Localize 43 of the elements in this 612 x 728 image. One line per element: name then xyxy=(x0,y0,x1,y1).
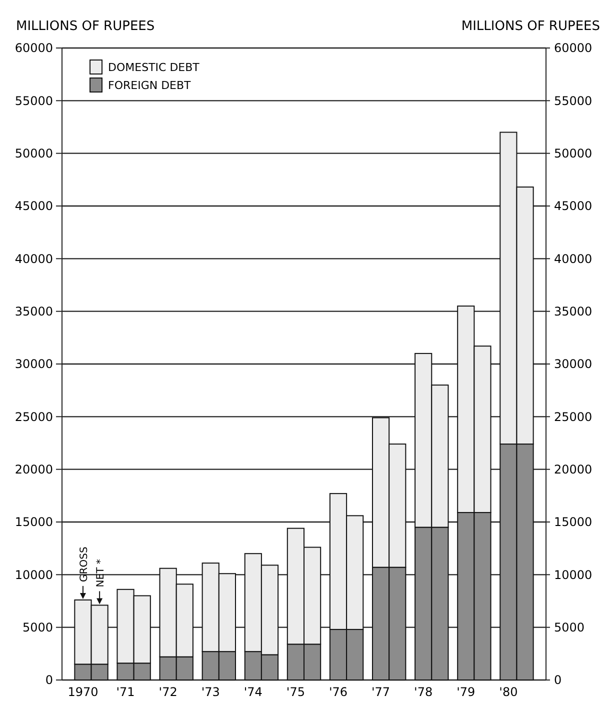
y-tick-label: 35000 xyxy=(14,304,53,319)
y2-tick-label: 20000 xyxy=(554,462,592,477)
x-tick-label: 1970 xyxy=(68,685,98,699)
y2-tick-label: 15000 xyxy=(554,515,592,530)
y2-tick-label: 60000 xyxy=(554,41,592,56)
y2-tick-label: 50000 xyxy=(554,146,592,161)
x-tick-label: '78 xyxy=(414,685,433,699)
x-tick-label: '79 xyxy=(456,685,476,699)
y-tick-label: 40000 xyxy=(14,252,53,266)
y2-tick-label: 30000 xyxy=(554,357,592,372)
x-tick-label: '74 xyxy=(244,685,262,699)
y2-tick-label: 10000 xyxy=(554,568,592,582)
legend-label: FOREIGN DEBT xyxy=(108,79,192,92)
y-tick-label: 50000 xyxy=(14,146,53,161)
y2-tick-label: 45000 xyxy=(554,199,592,214)
x-tick-label: '75 xyxy=(286,685,305,699)
y2-axis-title: MILLIONS OF RUPEES xyxy=(461,19,600,34)
x-tick-label: '73 xyxy=(201,685,220,699)
annotation: GROSS xyxy=(78,546,90,582)
y2-tick-label: 5000 xyxy=(554,620,585,635)
y-tick-label: 55000 xyxy=(14,94,53,108)
y-tick-label: 5000 xyxy=(22,620,53,635)
annotation: NET * xyxy=(96,559,107,588)
y-tick-label: 20000 xyxy=(14,462,53,477)
y2-tick-label: 55000 xyxy=(554,94,592,108)
y-tick-label: 25000 xyxy=(14,410,53,424)
y2-tick-label: 25000 xyxy=(554,410,592,424)
y-tick-label: 60000 xyxy=(14,41,53,56)
x-tick-label: '76 xyxy=(328,685,348,699)
x-tick-label: '80 xyxy=(499,685,518,699)
x-tick-label: '72 xyxy=(158,685,178,699)
legend-label: DOMESTIC DEBT xyxy=(108,61,200,74)
y2-tick-label: 0 xyxy=(554,673,562,688)
y2-tick-label: 40000 xyxy=(554,252,592,266)
y-tick-label: 15000 xyxy=(14,515,53,530)
y2-tick-label: 35000 xyxy=(554,304,592,319)
y-tick-label: 30000 xyxy=(14,357,53,372)
y-tick-label: 10000 xyxy=(14,568,53,582)
x-tick-label: '77 xyxy=(372,685,390,699)
x-tick-label: '71 xyxy=(116,685,135,699)
y-tick-label: 0 xyxy=(45,673,53,688)
y-tick-label: 45000 xyxy=(14,199,53,214)
y-axis-title: MILLIONS OF RUPEES xyxy=(16,19,155,34)
